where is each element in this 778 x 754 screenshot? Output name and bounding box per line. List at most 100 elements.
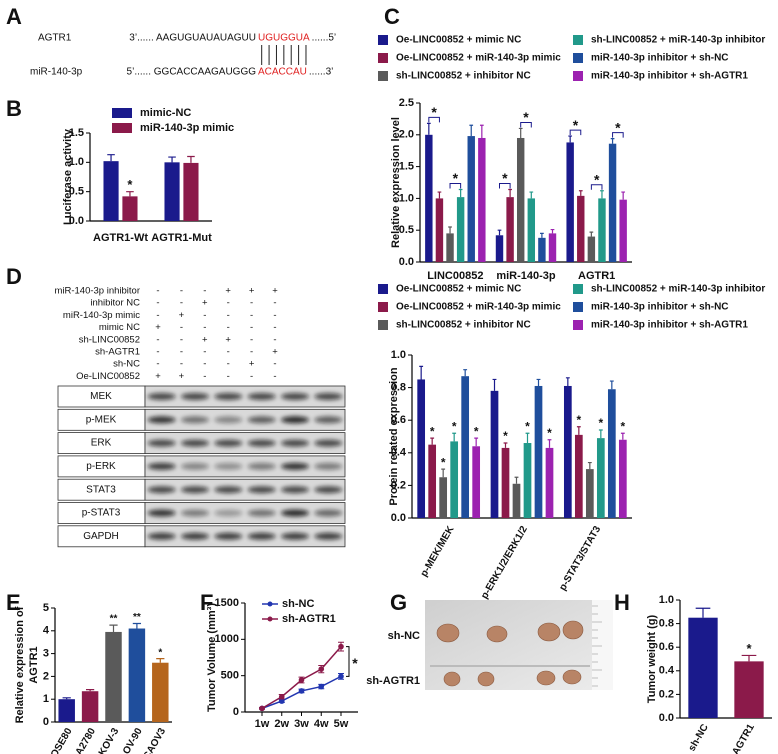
error-bar [458,188,463,198]
legend-marker [267,601,273,607]
condition-sign: - [227,322,230,333]
significance-bracket [449,182,462,189]
y-tick-label: 0.4 [659,665,675,677]
error-bar [576,426,581,435]
blot-band [247,393,276,400]
sequence-prefix: 5’...... GGCACCAAGAUGGG [127,67,257,78]
error-bar [589,231,594,237]
condition-sign: + [202,298,208,309]
condition-label: Oe-LINC00852 [76,371,140,382]
condition-sign: + [225,334,231,345]
x-tick-label: 1w [255,718,270,730]
blot-strip [144,525,346,548]
significance-marker: * [430,424,435,438]
blot-band [314,416,343,424]
blot-band [181,462,209,470]
bar [456,197,465,262]
condition-sign: + [249,286,255,297]
blot-band [247,509,276,517]
error-bar [448,226,452,234]
condition-sign: - [250,322,253,333]
error-bar [426,122,431,135]
significance-bracket [499,182,511,189]
error-bar [469,124,474,137]
bar [425,134,433,262]
condition-sign: - [250,298,253,309]
bar [128,628,146,722]
error-bar [600,190,604,199]
condition-sign: - [250,371,253,382]
condition-sign: - [156,310,159,321]
error-bar [525,432,530,444]
bar [490,390,499,518]
blot-band [181,532,209,540]
legend-swatch [378,320,388,330]
blot-band [314,462,343,470]
condition-label: sh-NC [113,359,140,370]
condition-sign: + [272,286,278,297]
condition-sign: + [272,347,278,358]
x-tick-label: LINC00852 [427,270,483,282]
y-axis-label: Relative expression level [390,117,402,248]
error-bar [107,154,115,162]
blot-band [147,416,176,424]
error-bar [452,432,457,442]
error-bar [479,124,484,138]
error-bar [419,365,424,380]
bar [608,143,617,262]
y-tick-label: 0 [43,716,49,728]
bar [534,385,543,518]
error-bar [514,476,519,484]
blot-band [214,416,243,424]
panel-label: G [390,590,407,615]
legend-swatch [573,284,583,294]
ruler [592,600,613,690]
blot-band [247,532,276,540]
error-bar [547,439,552,448]
error-bar [497,229,502,236]
bar [563,385,572,518]
blot-band [314,486,343,494]
blot-band [281,486,309,494]
blot-band [281,416,309,424]
blot-band [314,439,343,447]
bar [478,137,486,262]
significance-marker: * [620,419,625,433]
error-bar [463,369,468,377]
panel-label: D [6,264,22,289]
significance-bracket [346,646,350,677]
significance-marker: * [352,655,358,671]
bar [152,662,169,722]
panel-label: H [614,590,630,615]
photo-row-label: sh-AGTR1 [366,675,420,687]
bar [439,477,448,518]
y-tick-label: 3 [43,648,49,660]
y-tick-label: 0.0 [391,512,406,524]
sequence-label: miR-140-3p [30,67,83,78]
error-bar [741,654,757,662]
bar [607,389,616,518]
legend-label: Oe-LINC00852 + mimic NC [396,284,521,295]
bar [688,617,718,718]
blot-band [147,509,176,517]
blot-band [214,532,243,540]
blot-band [247,462,276,470]
bar [574,434,583,518]
error-bar [565,377,570,386]
blot-label: p-STAT3 [82,508,121,519]
legend-swatch [378,302,388,312]
condition-sign: + [155,322,161,333]
legend-label: Oe-LINC00852 + miR-140-3p mimic [396,53,561,64]
y-tick-label: 1.0 [391,349,406,361]
significance-marker: * [523,109,529,125]
y-tick-label: 0.4 [391,447,407,459]
blot-band [314,532,343,540]
legend-label: sh-LINC00852 + miR-140-3p inhibitor [591,35,765,46]
y-tick-label: 1.5 [399,161,414,173]
point [278,698,285,704]
blot-strip [144,385,346,408]
condition-sign: - [250,334,253,345]
y-tick-label: 0 [233,706,239,718]
y-tick-label: 1500 [215,597,239,609]
